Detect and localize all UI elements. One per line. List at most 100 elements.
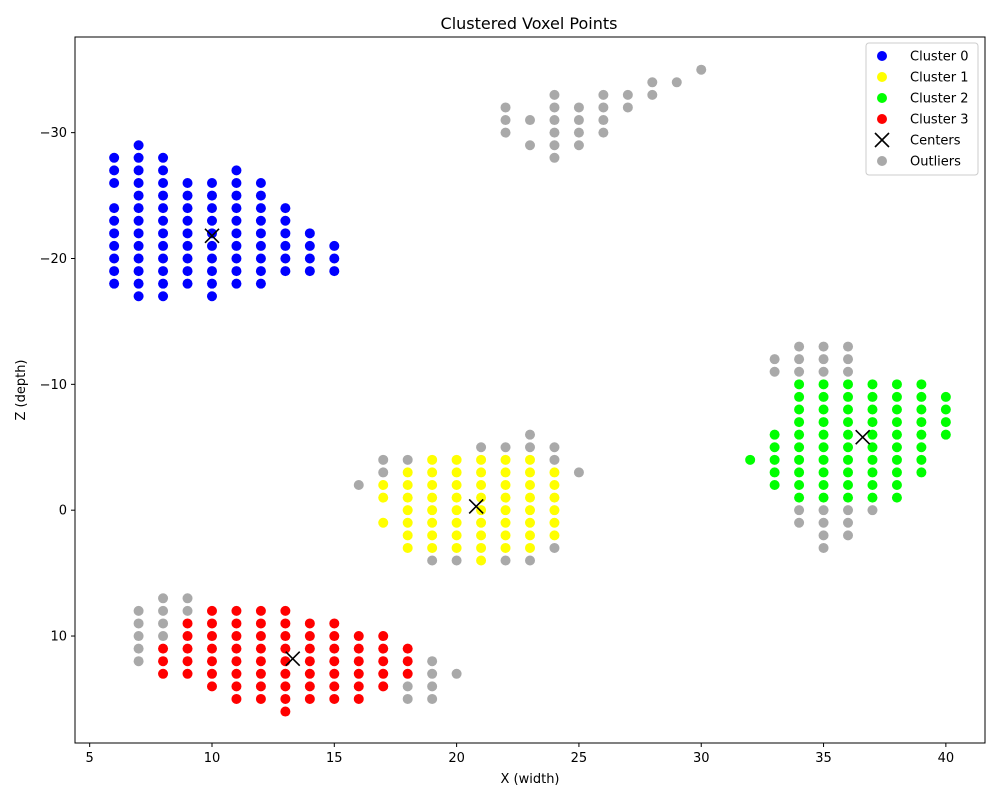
cluster-0-point bbox=[255, 228, 266, 239]
cluster-1-point bbox=[549, 530, 560, 541]
outliers-point bbox=[549, 89, 560, 100]
cluster-3-point bbox=[378, 681, 389, 692]
cluster-3-point bbox=[182, 668, 193, 679]
cluster-0-point bbox=[109, 152, 120, 163]
center-marker bbox=[855, 429, 871, 445]
cluster-0-point bbox=[109, 240, 120, 251]
cluster-1-point bbox=[525, 542, 535, 553]
cluster-1-point bbox=[500, 530, 511, 541]
cluster-0-point bbox=[255, 177, 266, 188]
cluster-3-point bbox=[304, 656, 315, 667]
outliers-point bbox=[843, 517, 854, 528]
cluster-3-point bbox=[158, 656, 169, 667]
cluster-1-point bbox=[402, 480, 413, 491]
cluster-0-point bbox=[329, 240, 340, 251]
cluster-2-point bbox=[916, 404, 927, 415]
cluster-1-point bbox=[378, 517, 389, 528]
cluster-1-point bbox=[402, 530, 413, 541]
cluster-0-point bbox=[158, 165, 169, 176]
legend-label: Outliers bbox=[910, 155, 961, 170]
outliers-point bbox=[427, 555, 438, 566]
cluster-3-point bbox=[255, 681, 266, 692]
cluster-2-point bbox=[818, 492, 829, 503]
cluster-1-point bbox=[525, 530, 535, 541]
cluster-1-point bbox=[427, 454, 438, 465]
cluster-0-point bbox=[280, 203, 291, 214]
outliers-point bbox=[402, 693, 413, 704]
cluster-1-point bbox=[402, 467, 413, 478]
cluster-0-point bbox=[109, 203, 120, 214]
cluster-1-point bbox=[402, 492, 413, 503]
cluster-0-point bbox=[231, 266, 242, 277]
legend-marker bbox=[877, 93, 887, 103]
cluster-3-point bbox=[231, 693, 242, 704]
cluster-1-point bbox=[427, 467, 438, 478]
x-tick-label: 20 bbox=[448, 751, 465, 766]
cluster-3-point bbox=[231, 668, 242, 679]
cluster-3-point bbox=[255, 618, 266, 629]
cluster-0-point bbox=[304, 240, 315, 251]
x-tick-label: 40 bbox=[938, 751, 955, 766]
cluster-0-point bbox=[158, 291, 169, 302]
cluster-0-point bbox=[133, 266, 144, 277]
x-tick-label: 30 bbox=[693, 751, 710, 766]
cluster-0-point bbox=[231, 278, 242, 289]
cluster-2-point bbox=[916, 454, 927, 465]
cluster-2-point bbox=[818, 391, 829, 402]
outliers-point bbox=[549, 115, 560, 126]
cluster-0-point bbox=[206, 266, 217, 277]
cluster-2-point bbox=[867, 467, 878, 478]
legend-label: Cluster 3 bbox=[910, 113, 969, 128]
legend-label: Cluster 0 bbox=[910, 50, 969, 65]
cluster-1-point bbox=[427, 492, 438, 503]
outliers-point bbox=[647, 89, 658, 100]
cluster-1-point bbox=[427, 542, 438, 553]
outliers-point bbox=[818, 341, 829, 352]
outliers-point bbox=[794, 517, 805, 528]
x-tick-label: 15 bbox=[326, 751, 343, 766]
cluster-0-point bbox=[231, 228, 242, 239]
cluster-1-point bbox=[451, 530, 462, 541]
cluster-0-point bbox=[133, 177, 144, 188]
cluster-3-point bbox=[280, 605, 291, 616]
cluster-2-point bbox=[818, 429, 829, 440]
outliers-point bbox=[843, 341, 854, 352]
cluster-2-point bbox=[843, 454, 854, 465]
cluster-0-point bbox=[109, 253, 120, 264]
cluster-0-point bbox=[304, 228, 315, 239]
cluster-1-point bbox=[525, 505, 535, 516]
cluster-3-point bbox=[255, 631, 266, 642]
outliers-point bbox=[549, 152, 560, 163]
cluster-3-point bbox=[231, 643, 242, 654]
outliers-point bbox=[402, 681, 413, 692]
cluster-0-point bbox=[133, 203, 144, 214]
outliers-point bbox=[794, 505, 805, 516]
outliers-point bbox=[500, 115, 511, 126]
cluster-2-point bbox=[843, 467, 854, 478]
cluster-2-point bbox=[916, 417, 927, 428]
cluster-0-point bbox=[182, 240, 193, 251]
cluster-2-point bbox=[891, 429, 902, 440]
y-tick-label: 10 bbox=[50, 630, 67, 645]
outliers-point bbox=[622, 102, 633, 113]
cluster-2-point bbox=[867, 442, 878, 453]
outliers-point bbox=[818, 366, 829, 377]
cluster-1-point bbox=[525, 480, 535, 491]
cluster-0-point bbox=[206, 253, 217, 264]
cluster-0-point bbox=[109, 165, 120, 176]
cluster-0-point bbox=[280, 266, 291, 277]
outliers-point bbox=[818, 542, 829, 553]
outliers-point bbox=[549, 454, 560, 465]
cluster-0-point bbox=[280, 228, 291, 239]
outliers-point bbox=[133, 618, 144, 629]
outliers-point bbox=[378, 467, 389, 478]
outliers-point bbox=[451, 555, 462, 566]
cluster-3-point bbox=[231, 631, 242, 642]
cluster-0-point bbox=[133, 240, 144, 251]
cluster-0-point bbox=[158, 190, 169, 201]
cluster-1-point bbox=[500, 517, 511, 528]
cluster-3-point bbox=[231, 618, 242, 629]
legend-item: Cluster 3 bbox=[877, 113, 969, 128]
cluster-0-point bbox=[109, 177, 120, 188]
cluster-1-point bbox=[451, 505, 462, 516]
